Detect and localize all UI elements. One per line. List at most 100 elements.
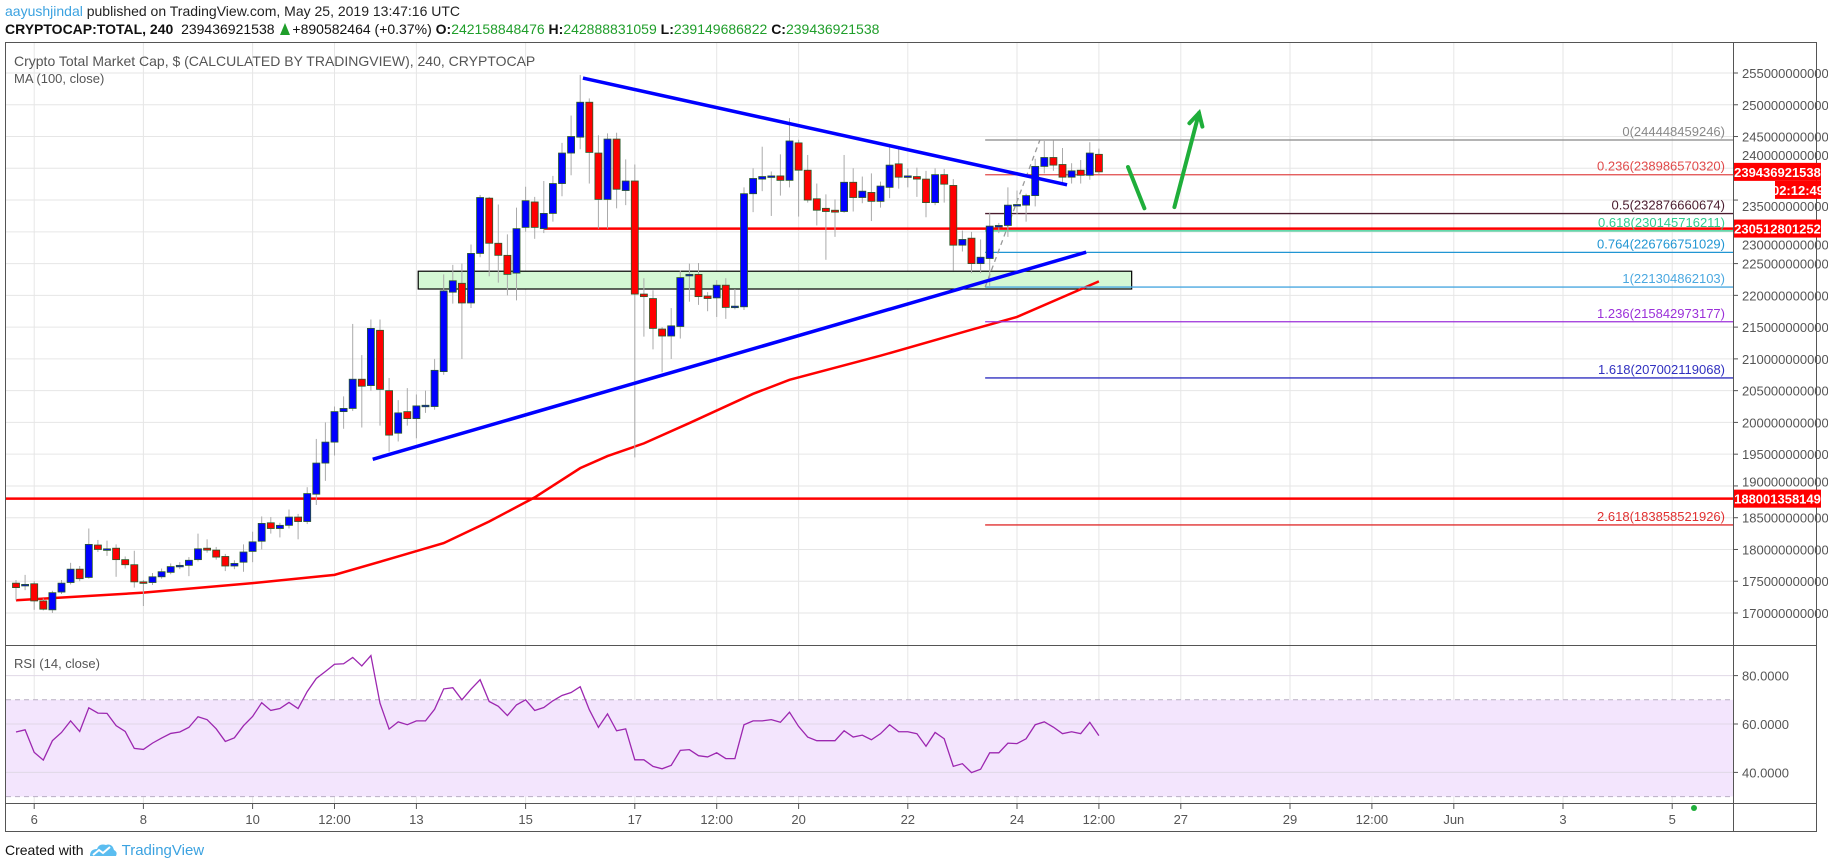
candle[interactable] <box>758 146 767 192</box>
candle[interactable] <box>794 139 803 217</box>
candle[interactable] <box>676 270 685 339</box>
candle[interactable] <box>994 222 1003 234</box>
candle[interactable] <box>785 118 794 188</box>
candle[interactable] <box>1022 193 1030 222</box>
candle[interactable] <box>703 292 712 312</box>
price-pane[interactable]: 0(244448459246)0.236(238986570320)0.5(23… <box>6 74 1733 614</box>
candle[interactable] <box>931 168 939 206</box>
candle[interactable] <box>858 176 867 204</box>
candle[interactable] <box>385 377 394 452</box>
candle[interactable] <box>1040 140 1049 174</box>
candle[interactable] <box>457 263 466 359</box>
candle[interactable] <box>976 239 985 274</box>
candle[interactable] <box>212 546 221 560</box>
candle[interactable] <box>121 556 130 569</box>
candle[interactable] <box>1085 142 1094 180</box>
candle[interactable] <box>312 438 321 506</box>
candle[interactable] <box>421 390 430 413</box>
candle[interactable] <box>366 319 375 391</box>
projection-arrow[interactable] <box>1126 165 1147 211</box>
candle[interactable] <box>439 274 448 375</box>
candle[interactable] <box>913 167 921 197</box>
support-zone[interactable] <box>417 270 1133 290</box>
candle[interactable] <box>257 516 266 550</box>
candle[interactable] <box>940 168 949 203</box>
candle[interactable] <box>94 539 102 553</box>
candle[interactable] <box>21 574 30 591</box>
candle[interactable] <box>867 173 876 222</box>
candle[interactable] <box>985 212 994 286</box>
candle[interactable] <box>767 171 776 216</box>
author-link[interactable]: aayushjindal <box>5 3 83 19</box>
candle[interactable] <box>731 289 739 310</box>
candle[interactable] <box>558 142 566 197</box>
candle[interactable] <box>139 579 148 607</box>
candle[interactable] <box>467 244 475 309</box>
candle[interactable] <box>166 563 175 575</box>
candle[interactable] <box>1004 187 1012 237</box>
candle[interactable] <box>1058 147 1067 186</box>
fib-anchor-line[interactable] <box>984 140 1041 288</box>
candle[interactable] <box>39 598 48 611</box>
projection-arrow[interactable] <box>1172 111 1201 210</box>
candle[interactable] <box>630 164 639 458</box>
candle[interactable] <box>230 560 239 570</box>
candle[interactable] <box>812 183 821 226</box>
candle[interactable] <box>294 513 303 540</box>
candle[interactable] <box>967 231 976 274</box>
candle[interactable] <box>603 133 612 229</box>
candle[interactable] <box>667 308 676 359</box>
candle[interactable] <box>66 562 75 585</box>
candle[interactable] <box>530 196 539 239</box>
tradingview-brand[interactable]: TradingView <box>121 841 205 859</box>
candle[interactable] <box>157 568 166 579</box>
candle[interactable] <box>658 327 666 373</box>
candle[interactable] <box>248 531 257 563</box>
candle[interactable] <box>12 579 20 601</box>
candle[interactable] <box>640 278 648 337</box>
candle[interactable] <box>403 388 412 426</box>
candle[interactable] <box>567 115 575 176</box>
candle[interactable] <box>266 517 275 534</box>
candle[interactable] <box>876 181 885 208</box>
candle[interactable] <box>430 358 439 410</box>
candle[interactable] <box>803 154 812 203</box>
candle[interactable] <box>1067 163 1076 184</box>
candle[interactable] <box>885 144 894 199</box>
trendline[interactable] <box>372 250 1087 461</box>
candle[interactable] <box>740 187 748 310</box>
candle[interactable] <box>749 168 757 213</box>
candle[interactable] <box>330 406 339 456</box>
candle[interactable] <box>357 355 366 428</box>
candle[interactable] <box>494 204 503 283</box>
candle[interactable] <box>239 544 248 572</box>
candle[interactable] <box>712 280 721 317</box>
candle[interactable] <box>476 194 485 258</box>
candle[interactable] <box>840 154 848 213</box>
candle[interactable] <box>75 565 84 582</box>
candle[interactable] <box>831 199 839 237</box>
candle[interactable] <box>521 186 530 232</box>
candle[interactable] <box>303 487 312 525</box>
candle[interactable] <box>148 572 157 586</box>
candle[interactable] <box>576 74 585 150</box>
candle[interactable] <box>448 264 457 304</box>
trendline[interactable] <box>582 76 1068 187</box>
candle[interactable] <box>221 553 230 572</box>
candle[interactable] <box>394 400 403 442</box>
candle[interactable] <box>321 422 330 481</box>
candle[interactable] <box>485 196 494 277</box>
rsi-legend[interactable]: RSI (14, close) <box>14 656 100 671</box>
rsi-pane[interactable] <box>15 654 1100 774</box>
candle[interactable] <box>194 533 202 562</box>
candle[interactable] <box>1049 140 1058 171</box>
candle[interactable] <box>958 230 967 252</box>
candle[interactable] <box>203 539 212 553</box>
candle[interactable] <box>549 175 557 222</box>
candle[interactable] <box>48 590 57 614</box>
candle[interactable] <box>103 540 111 556</box>
candle[interactable] <box>594 135 603 229</box>
candle[interactable] <box>894 146 903 189</box>
candle[interactable] <box>275 522 284 538</box>
